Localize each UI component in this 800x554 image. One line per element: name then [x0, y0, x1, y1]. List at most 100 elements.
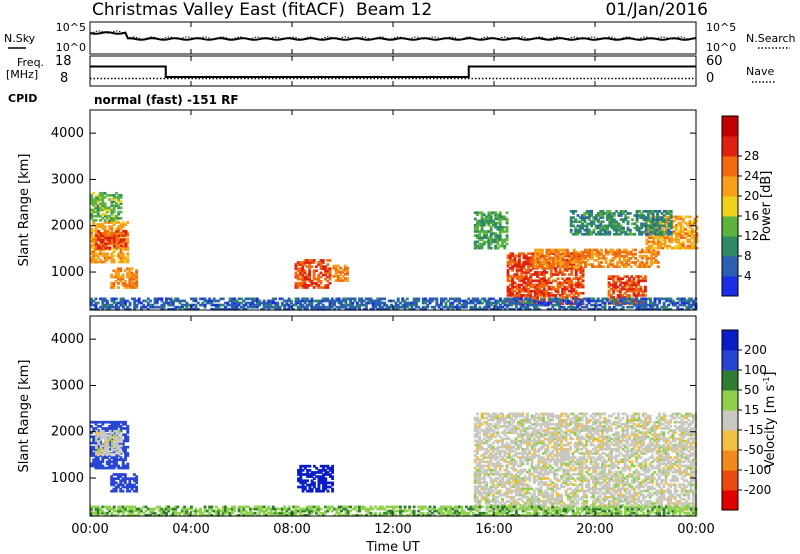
velocity-cell	[476, 429, 479, 432]
power-cell	[597, 256, 601, 260]
power-cell	[618, 302, 622, 306]
power-cell	[612, 285, 616, 289]
velocity-cell	[510, 508, 514, 512]
power-cell	[233, 307, 237, 311]
velocity-cell	[507, 500, 511, 503]
velocity-cell	[104, 434, 108, 437]
power-cell	[433, 307, 437, 311]
power-cell	[559, 252, 563, 256]
velocity-cell	[90, 464, 93, 468]
power-cell	[119, 206, 123, 210]
power-cell	[515, 287, 519, 291]
velocity-cell	[532, 481, 536, 484]
velocity-cell	[114, 425, 118, 428]
power-cell	[531, 265, 535, 269]
power-cell	[283, 307, 287, 311]
power-cell	[503, 240, 507, 244]
power-cell	[587, 210, 591, 213]
power-cell	[119, 194, 123, 197]
velocity-cell	[512, 502, 516, 505]
power-cell	[681, 230, 685, 233]
power-cell	[601, 297, 605, 301]
power-cell	[278, 307, 282, 311]
power-cell	[399, 301, 402, 305]
power-cell	[603, 232, 607, 236]
power-cell	[489, 238, 493, 242]
power-cell	[547, 279, 551, 283]
power-cell	[112, 284, 116, 287]
power-cell	[505, 242, 509, 246]
velocity-cell	[112, 487, 116, 491]
power-cell	[128, 303, 132, 307]
velocity-cell	[473, 497, 477, 501]
power-cell	[155, 297, 159, 301]
velocity-cell	[501, 439, 504, 443]
velocity-cell	[507, 425, 511, 428]
power-cell	[531, 273, 535, 276]
power-cell	[531, 279, 535, 283]
velocity-cell	[96, 420, 100, 424]
power-cell	[644, 301, 648, 305]
power-cell	[442, 299, 446, 303]
power-cell	[661, 238, 665, 242]
power-cell	[371, 299, 375, 303]
velocity-cell	[120, 440, 123, 443]
power-cell	[576, 305, 580, 309]
power-cell	[201, 301, 205, 305]
velocity-cell	[507, 504, 511, 507]
power-cell	[296, 277, 300, 281]
velocity-cell	[519, 433, 523, 437]
power-cell	[319, 267, 323, 271]
power-cell	[153, 301, 157, 305]
velocity-cell	[128, 485, 132, 489]
velocity-cell	[530, 456, 534, 459]
power-cell	[424, 305, 427, 309]
velocity-cell	[519, 462, 523, 466]
velocity-cell	[476, 487, 479, 491]
power-cell	[101, 299, 105, 303]
velocity-cell	[521, 500, 525, 503]
velocity-cell	[516, 493, 520, 497]
power-cell	[570, 264, 574, 268]
velocity-cell	[482, 464, 486, 468]
power-cell	[117, 240, 121, 244]
velocity-cell	[505, 475, 509, 478]
power-cell	[606, 228, 609, 232]
power-cell	[485, 240, 489, 244]
power-cell	[515, 283, 519, 287]
power-cell	[616, 302, 620, 306]
power-cell	[606, 210, 609, 213]
power-cell	[659, 246, 663, 250]
power-cell	[135, 277, 139, 281]
power-cell	[412, 303, 416, 307]
power-cell	[638, 265, 642, 269]
velocity-cell	[317, 489, 321, 493]
power-cell	[412, 297, 416, 301]
power-cell	[394, 301, 398, 305]
velocity-cell	[496, 485, 500, 489]
power-cell	[101, 301, 105, 305]
power-cell	[119, 269, 123, 273]
power-cell	[584, 261, 588, 264]
power-cell	[622, 210, 625, 213]
power-cell	[641, 300, 645, 303]
power-cell	[695, 236, 699, 240]
power-cell	[681, 242, 685, 246]
power-cell	[110, 227, 114, 231]
velocity-cell	[473, 418, 477, 422]
velocity-cell	[498, 452, 502, 455]
velocity-cell	[124, 456, 127, 459]
power-cell	[513, 273, 517, 276]
velocity-cell	[494, 456, 498, 459]
power-cell	[572, 296, 576, 299]
velocity-cell	[473, 479, 477, 482]
velocity-cell	[523, 483, 527, 487]
power-cell	[421, 297, 425, 301]
power-cell	[346, 279, 349, 282]
power-cell	[675, 225, 678, 229]
velocity-cell	[532, 493, 536, 497]
velocity-cell	[537, 481, 541, 484]
power-cell	[558, 299, 562, 303]
power-cell	[554, 250, 558, 254]
